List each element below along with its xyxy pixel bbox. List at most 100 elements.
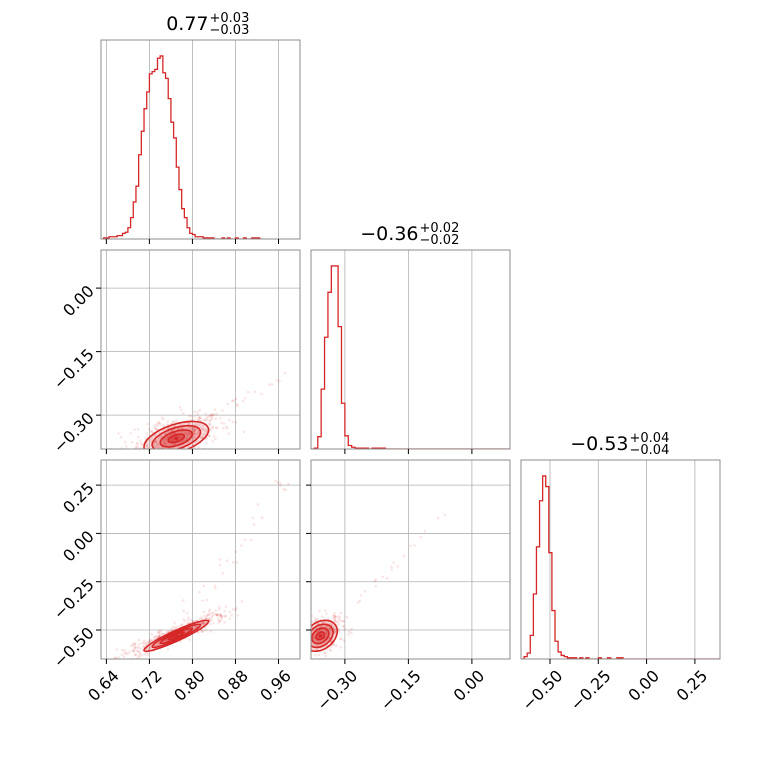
panels: 0.64 0.72 0.80 0.88 0.96 −0.30 −0.15 0.00 −0.50−… — [50, 39, 721, 714]
pair-0-sample-point — [161, 457, 164, 460]
pair-1-sample-point — [157, 635, 161, 639]
pair-0-sample-point — [144, 450, 147, 453]
pair-0-sample-point — [174, 442, 177, 446]
pair-0-sample-point — [171, 452, 174, 455]
pair-2-sample-point — [334, 615, 337, 619]
pair-0-sample-point — [201, 433, 204, 437]
pair-2-sample-point — [338, 616, 342, 620]
pair-0-sample-point — [214, 417, 217, 420]
pair-0-sample-point — [231, 399, 234, 403]
pair-0-sample-point — [231, 420, 235, 424]
pair-0-sample-point — [180, 427, 184, 430]
pair-1-sample-point — [284, 488, 287, 492]
pair-1-sample-point — [161, 632, 164, 635]
pair-2-sample-point — [306, 655, 309, 658]
pair-0-sample-point — [198, 416, 201, 419]
pair-0-sample-point — [127, 450, 130, 453]
pair-2-sample-point — [327, 617, 330, 621]
pair-2-sample-point — [329, 649, 332, 652]
pair-2-sample-point — [311, 620, 315, 624]
pair-1-sample-point — [209, 630, 213, 633]
pair-1-sample-point — [137, 638, 141, 642]
pair-2-sample-point — [333, 630, 337, 633]
pair-1-sample-point — [185, 622, 189, 625]
pair-1-sample-point — [204, 629, 208, 632]
pair-0-sample-point — [204, 418, 207, 422]
pair-1-sample-point — [204, 617, 208, 620]
pair-0-sample-point — [215, 412, 219, 416]
pair-0-sample-point — [235, 403, 239, 406]
pair-0-sample-point — [196, 432, 199, 435]
pair-0-sample-point — [193, 432, 196, 436]
pair-2-sample-point — [324, 654, 328, 658]
pair-1-sample-point — [234, 550, 238, 554]
pair-0-sample-point — [195, 439, 199, 443]
pair-0-sample-point — [208, 419, 212, 423]
histogram-panel-2 — [521, 460, 720, 659]
pair-1-sample-point — [243, 538, 247, 541]
pair-0-sample-point — [150, 437, 154, 440]
pair-2-sample-point — [374, 578, 378, 582]
pair-0-sample-point — [149, 429, 153, 433]
pair-1-sample-point — [208, 616, 211, 620]
pair-0-sample-point — [173, 450, 176, 453]
pair-2-sample-point — [419, 535, 422, 539]
pair-0-sample-point — [192, 427, 196, 430]
pair-0-sample-point — [234, 420, 238, 424]
pair-0-sample-point — [146, 422, 149, 426]
pair-0-sample-point — [270, 383, 274, 386]
pair-2-sample-point — [328, 628, 331, 631]
pair-2-sample-point — [332, 614, 336, 617]
y-tick-label-param-2-2: 0.00 — [59, 527, 98, 566]
pair-1-sample-point — [134, 642, 137, 645]
pair-panel-0-1 — [101, 250, 300, 465]
pair-2-sample-point — [443, 513, 447, 517]
pair-0-sample-point — [225, 427, 229, 430]
pair-2-sample-point — [306, 633, 309, 636]
pair-1-sample-point — [202, 614, 206, 618]
pair-2-sample-point — [390, 565, 393, 569]
pair-0-sample-point — [191, 426, 195, 429]
pair-2-sample-point — [396, 565, 400, 568]
pair-0-sample-point — [119, 435, 123, 439]
pair-1-sample-point — [120, 653, 124, 656]
pair-0-sample-point — [134, 446, 138, 449]
pair-1-sample-point — [172, 625, 176, 629]
pair-1-sample-point — [202, 622, 206, 625]
x-tick-label-param-1-0: −0.30 — [313, 666, 361, 714]
pair-0-sample-point — [178, 405, 182, 409]
pair-1-sample-point — [166, 630, 170, 634]
pair-1-sample-point — [182, 609, 185, 613]
pair-1-sample-point — [181, 599, 185, 602]
pair-0-sample-point — [169, 439, 173, 443]
pair-1-sample-point — [228, 617, 231, 620]
pair-2-sample-point — [413, 544, 416, 547]
pair-0-sample-point — [197, 416, 201, 419]
pair-1-sample-point — [122, 655, 126, 658]
title-param-1-lower-error: −0.02 — [420, 233, 460, 248]
title-param-2-lower-error: −0.04 — [630, 443, 670, 458]
pair-0-sample-point — [198, 408, 202, 412]
pair-1-sample-point — [202, 584, 206, 588]
pair-2-sample-point — [345, 616, 349, 619]
pair-1-sample-point — [117, 656, 120, 659]
pair-1-sample-point — [150, 632, 154, 636]
pair-0-sample-point — [209, 424, 212, 427]
pair-0-sample-point — [159, 452, 162, 455]
pair-1-sample-point — [123, 651, 127, 655]
pair-0-sample-point — [165, 436, 169, 439]
pair-0-sample-point — [185, 437, 189, 440]
pair-0-sample-point — [176, 454, 179, 457]
pair-2-sample-point — [337, 622, 340, 626]
pair-0-sample-point — [221, 409, 224, 412]
pair-0-sample-point — [128, 462, 131, 465]
pair-2-sample-point — [314, 654, 317, 657]
pair-0-sample-point — [155, 442, 159, 446]
pair-1-sample-point — [230, 613, 233, 617]
pair-0-sample-point — [159, 423, 163, 426]
pair-2-sample-point — [334, 615, 338, 619]
pair-0-sample-point — [155, 453, 158, 456]
pair-1-sample-point — [195, 624, 198, 628]
pair-2-sample-point — [333, 627, 336, 631]
x-tick-label-param-2-3: 0.25 — [673, 666, 712, 705]
